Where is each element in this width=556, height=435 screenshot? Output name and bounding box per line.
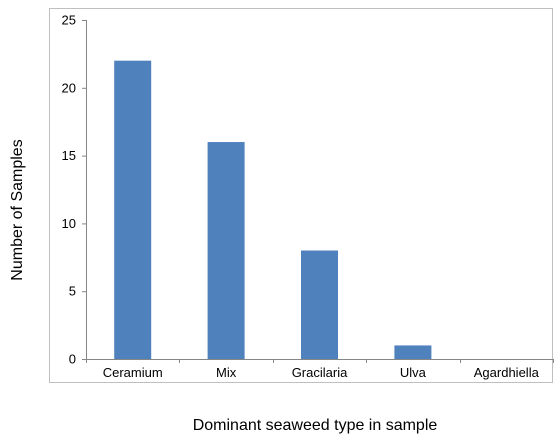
x-tick-label: Ceramium — [103, 365, 163, 380]
y-tick-label: 25 — [62, 13, 76, 28]
ticks-layer: 0 5 10 15 20 25 Ceramium Mix Gracilaria Ulva Agard… — [62, 13, 554, 380]
y-tick-label: 10 — [62, 216, 76, 231]
y-tick-label: 5 — [69, 284, 76, 299]
bar-ulva — [394, 345, 432, 359]
bar-mix — [207, 142, 245, 359]
bar-ceramium — [114, 60, 152, 360]
plot-frame — [49, 8, 553, 383]
bars-layer — [114, 60, 432, 360]
y-axis-title: Number of Samples — [9, 139, 26, 280]
y-tick-label: 20 — [62, 80, 76, 95]
x-tick-label: Ulva — [400, 365, 427, 380]
x-axis-title: Dominant seaweed type in sample — [193, 417, 438, 434]
axes-layer — [86, 20, 553, 360]
bar-gracilaria — [301, 250, 338, 359]
y-tick-label: 0 — [69, 352, 76, 367]
y-tick-label: 15 — [62, 148, 76, 163]
x-tick-label: Gracilaria — [292, 365, 348, 380]
x-tick-label: Mix — [216, 365, 237, 380]
x-tick-label: Agardhiella — [474, 365, 540, 380]
